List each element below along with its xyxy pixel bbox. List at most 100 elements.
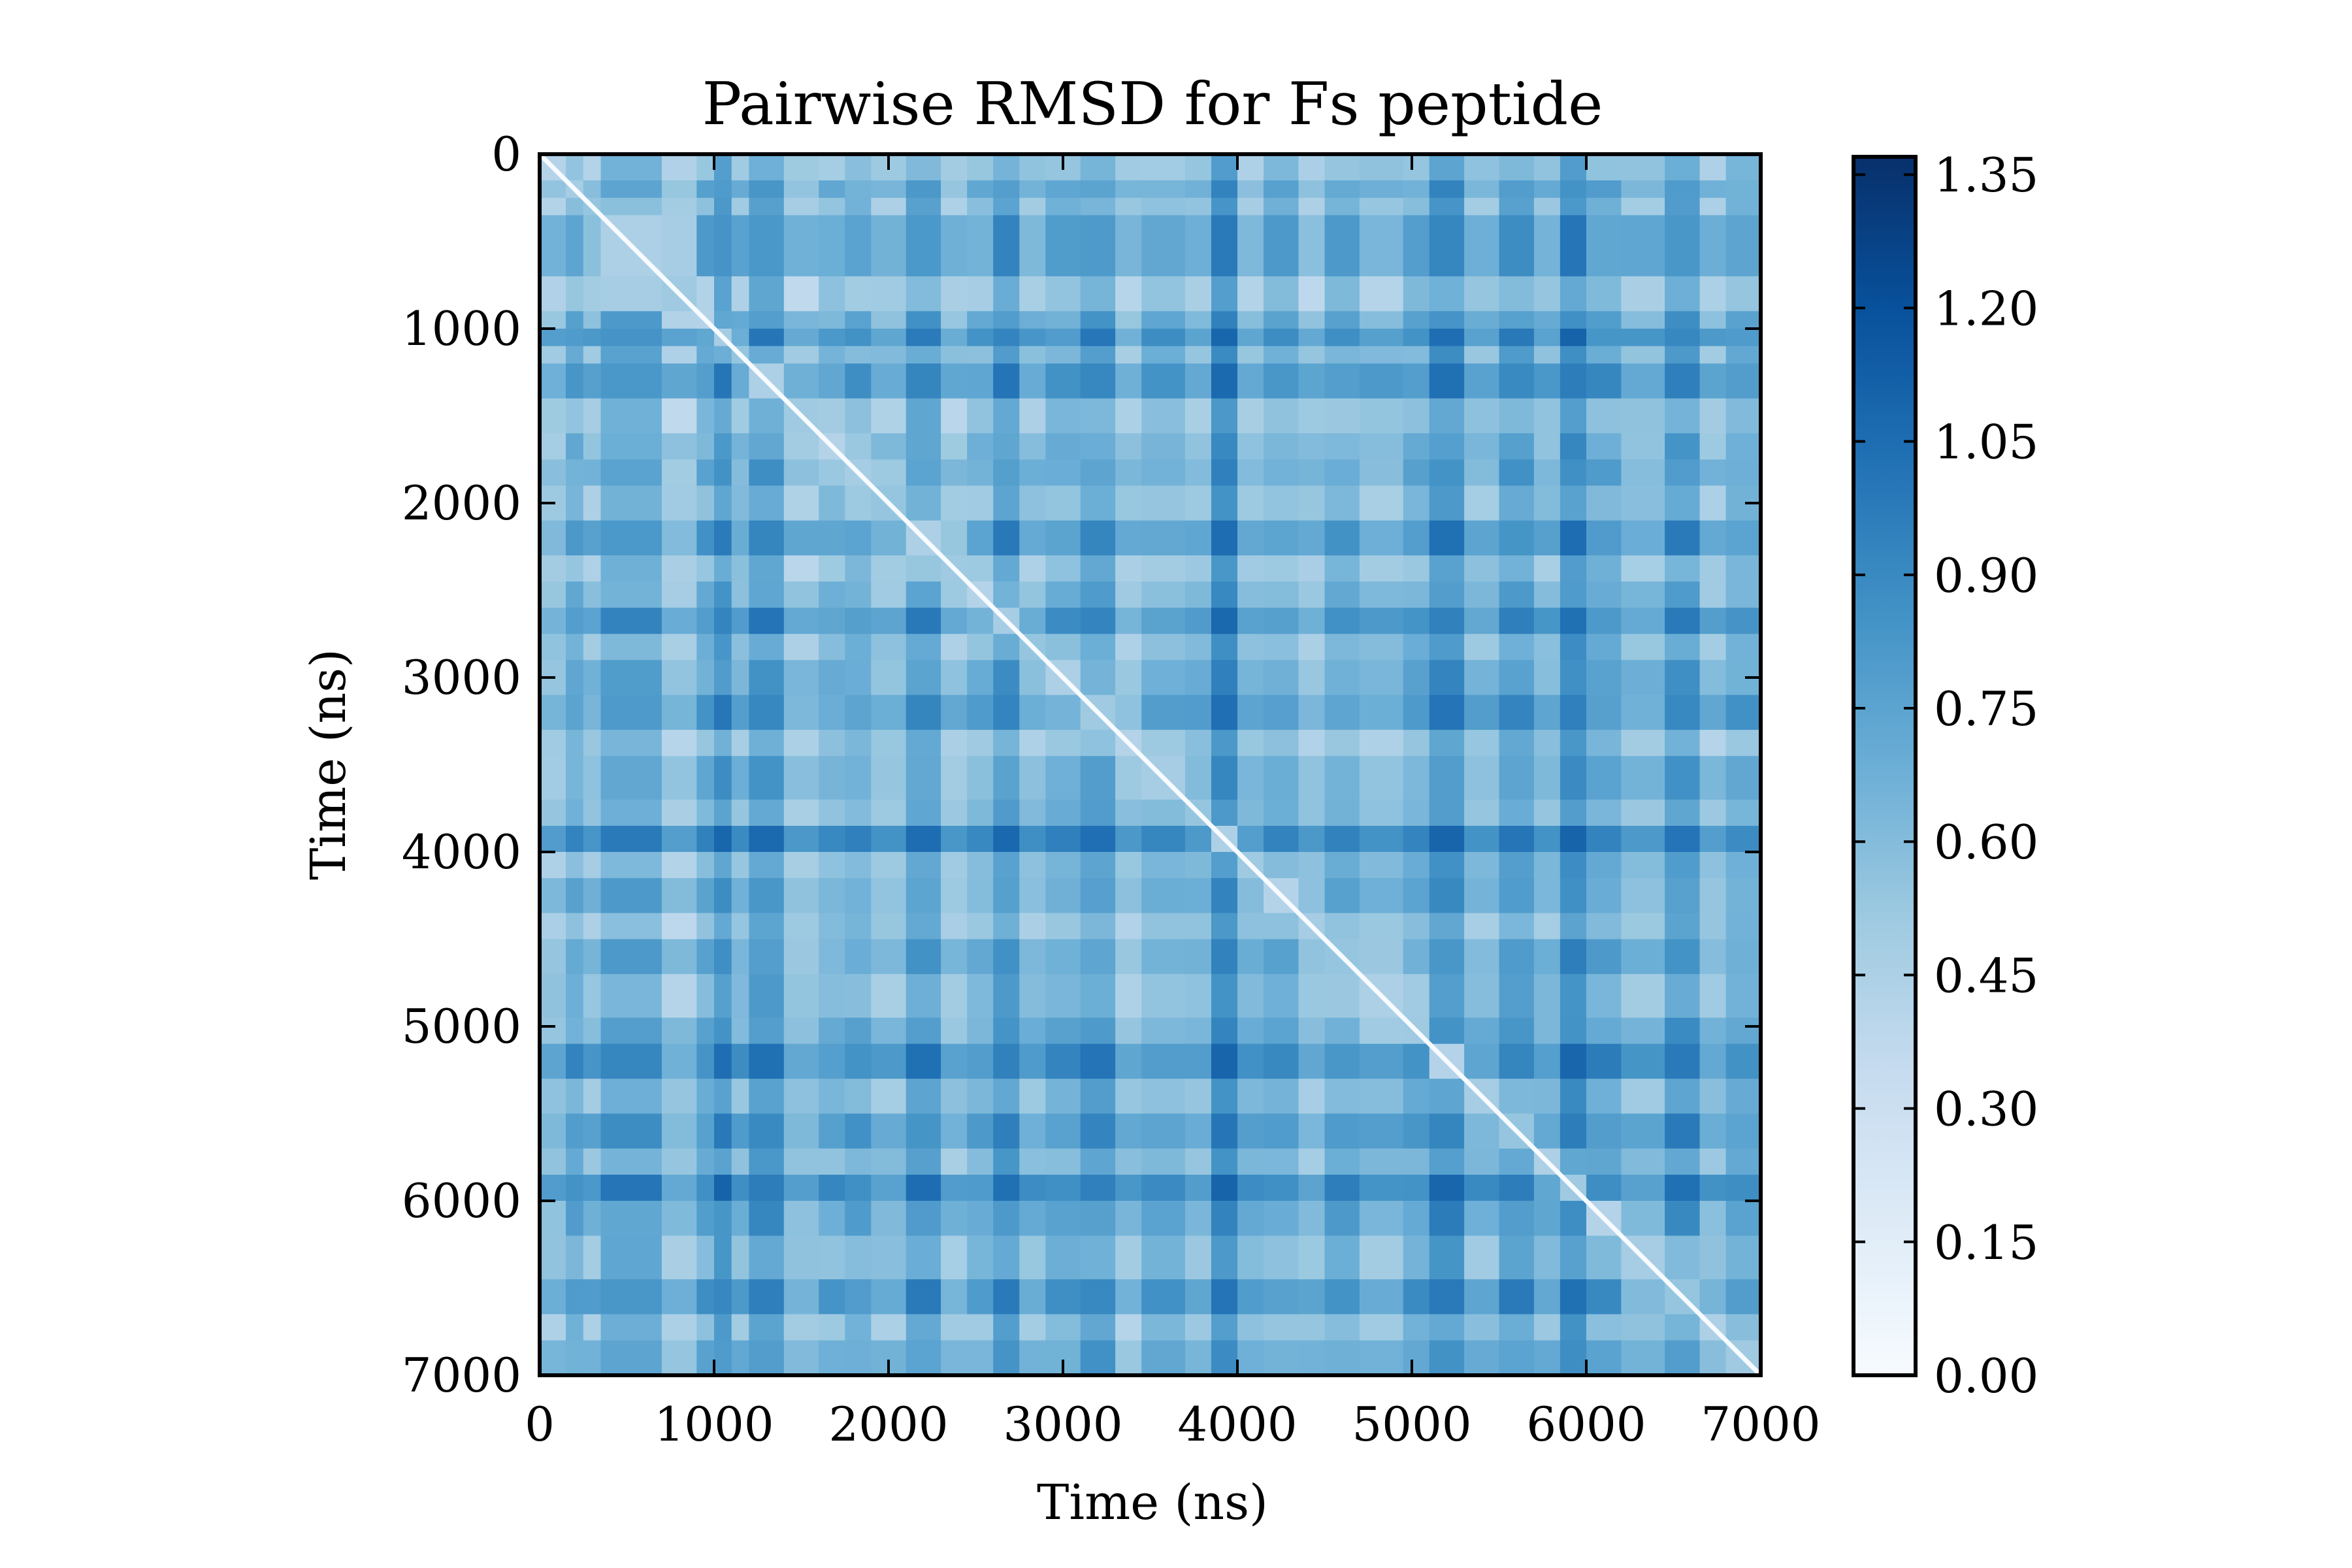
heatmap-cell <box>1665 852 1701 879</box>
heatmap-cell <box>1080 398 1116 434</box>
heatmap-cell <box>731 1279 749 1315</box>
heatmap-cell <box>1560 154 1587 181</box>
heatmap-cell <box>1211 694 1238 730</box>
heatmap-cell <box>1141 485 1186 521</box>
heatmap-cell <box>845 799 872 826</box>
heatmap-cell <box>661 581 697 608</box>
heatmap-cell <box>819 634 845 661</box>
heatmap-cell <box>1211 939 1238 975</box>
heatmap-cell <box>1045 799 1081 826</box>
heatmap-cell <box>1264 730 1299 757</box>
heatmap-cell <box>1429 154 1465 181</box>
heatmap-cell <box>1211 1314 1238 1341</box>
heatmap-cell <box>540 973 566 1019</box>
heatmap-cell <box>871 346 907 364</box>
heatmap-cell <box>731 826 749 853</box>
heatmap-cell <box>714 913 732 940</box>
heatmap-cell <box>1019 1201 1046 1236</box>
heatmap-cell <box>661 913 697 940</box>
heatmap-cell <box>1141 459 1186 486</box>
heatmap-cell <box>661 520 697 556</box>
heatmap-cell <box>1359 459 1404 486</box>
heatmap-cell <box>1665 913 1701 940</box>
heatmap-cell <box>1211 398 1238 434</box>
heatmap-cell <box>566 276 584 312</box>
heatmap-cell <box>540 1175 566 1201</box>
heatmap-cell <box>1184 311 1212 329</box>
heatmap-cell <box>1115 1113 1142 1149</box>
heatmap-cell <box>1211 329 1238 347</box>
heatmap-cell <box>1499 634 1535 661</box>
heatmap-cell <box>906 346 941 364</box>
heatmap-cell <box>1019 913 1046 940</box>
heatmap-cell <box>540 459 566 486</box>
heatmap-cell <box>1586 555 1622 582</box>
heatmap-cell <box>967 215 994 277</box>
colorbar-tick-label: 0.60 <box>1934 815 2038 870</box>
heatmap-cell <box>566 459 584 486</box>
heatmap-cell <box>906 433 941 460</box>
heatmap-cell <box>783 1079 819 1115</box>
heatmap-cell <box>696 1113 715 1149</box>
heatmap-cell <box>1533 1079 1561 1115</box>
heatmap-cell <box>714 154 732 181</box>
heatmap-cell <box>1359 180 1404 199</box>
heatmap-cell <box>661 939 697 975</box>
colorbar-ticks: 0.000.150.300.450.600.750.901.051.201.35 <box>1854 148 2038 1403</box>
heatmap-cell <box>1499 197 1535 216</box>
heatmap-cell <box>1429 1079 1465 1115</box>
heatmap-cell <box>1429 329 1465 347</box>
heatmap-cell <box>1359 329 1404 347</box>
heatmap-cell <box>1725 852 1761 879</box>
heatmap-cell <box>1264 852 1299 879</box>
heatmap-plot-area <box>538 152 1763 1377</box>
heatmap-cell <box>661 398 697 434</box>
heatmap-cell <box>1725 459 1761 486</box>
heatmap-cell <box>1560 730 1587 757</box>
heatmap-cell <box>661 1113 697 1149</box>
heatmap-cell <box>941 826 968 853</box>
heatmap-cell <box>845 398 872 434</box>
heatmap-cell <box>1115 694 1142 730</box>
heatmap-cell <box>1403 154 1430 181</box>
heatmap-cell <box>871 433 907 460</box>
heatmap-cell <box>1533 398 1561 434</box>
heatmap-cell <box>1141 1175 1186 1201</box>
heatmap-cell <box>1621 363 1665 399</box>
heatmap-cell <box>967 1279 994 1315</box>
heatmap-cell <box>731 939 749 975</box>
heatmap-cell <box>1115 973 1142 1019</box>
heatmap-cell <box>1586 1043 1622 1079</box>
heatmap-cell <box>1533 939 1561 975</box>
heatmap-cell <box>1359 1314 1404 1341</box>
heatmap-cell <box>1464 1113 1500 1149</box>
heatmap-cell <box>1019 485 1046 521</box>
heatmap-cell <box>1298 1148 1326 1175</box>
heatmap-cell <box>845 485 872 521</box>
heatmap-cell <box>1499 329 1535 347</box>
heatmap-cell <box>1045 1235 1081 1280</box>
heatmap-cell <box>1324 1113 1360 1149</box>
heatmap-cell <box>906 756 941 800</box>
heatmap-cell <box>1045 197 1081 216</box>
heatmap-cell <box>783 1314 819 1341</box>
heatmap-cell <box>783 581 819 608</box>
heatmap-cell <box>731 608 749 634</box>
heatmap-cell <box>1359 694 1404 730</box>
heatmap-cell <box>1211 1017 1238 1045</box>
colorbar-tick-label: 0.90 <box>1934 548 2038 603</box>
heatmap-cell <box>993 180 1020 199</box>
heatmap-cell <box>1403 398 1430 434</box>
colorbar-tick-label: 0.00 <box>1934 1348 2038 1403</box>
heatmap-cell <box>1019 1314 1046 1341</box>
heatmap-cell <box>1621 1043 1665 1079</box>
heatmap-cell <box>1211 1340 1238 1376</box>
heatmap-cell <box>1560 1235 1587 1280</box>
heatmap-cell <box>1429 276 1465 312</box>
heatmap-cell <box>1211 660 1238 696</box>
heatmap-cell <box>967 878 994 913</box>
heatmap-cell <box>1533 485 1561 521</box>
heatmap-cell <box>1533 276 1561 312</box>
heatmap-cell <box>1464 1340 1500 1376</box>
heatmap-cell <box>1560 799 1587 826</box>
